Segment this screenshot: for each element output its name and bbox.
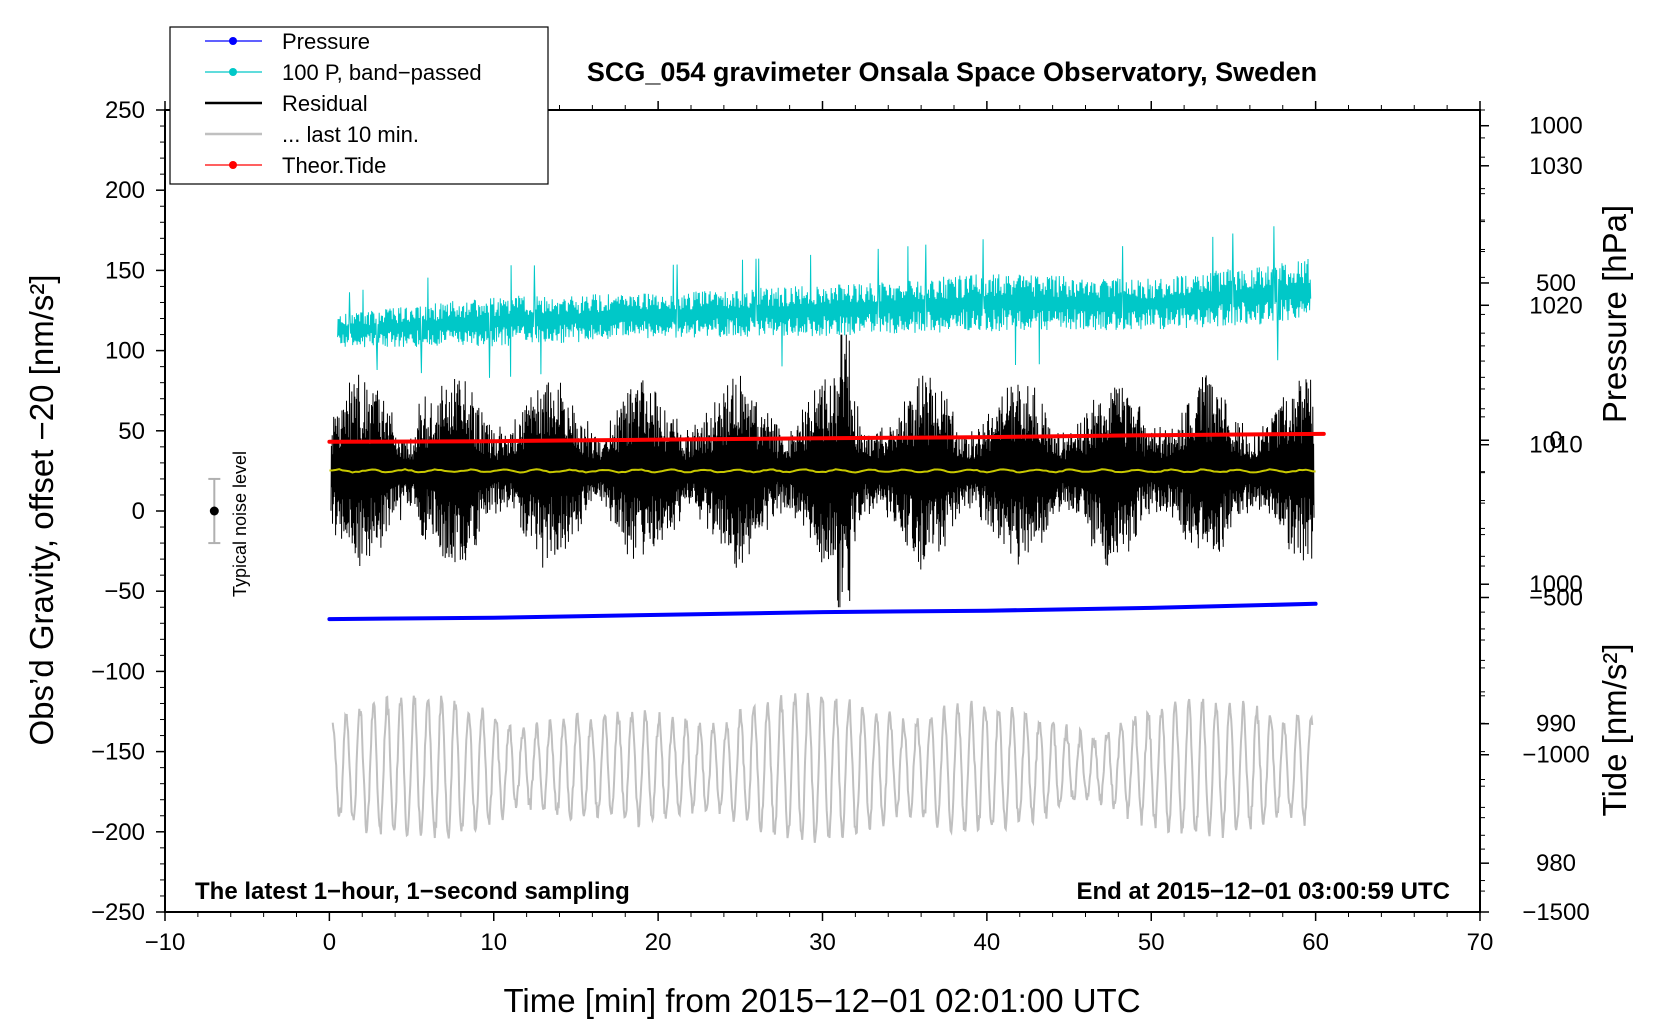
pressure-tick-label: 980 — [1536, 850, 1576, 877]
noise-bar-center-dot — [209, 506, 219, 516]
series-last-10-min — [331, 692, 1314, 843]
x-tick-label: 10 — [480, 929, 507, 956]
pressure-tick-label: 990 — [1536, 711, 1576, 738]
noise-level-label: Typical noise level — [230, 451, 250, 597]
y-axis-label-gravity: Obs’d Gravity, offset −20 [nm/s²] — [23, 274, 60, 745]
x-tick-label: 0 — [323, 929, 336, 956]
pressure-tick-label: 1020 — [1529, 292, 1582, 319]
tide-tick-label: 1000 — [1529, 113, 1582, 140]
x-axis-label: Time [min] from 2015−12−01 02:01:00 UTC — [503, 982, 1140, 1019]
y-axis-label-tide: Tide [nm/s²] — [1596, 644, 1633, 817]
x-tick-label: 40 — [974, 929, 1001, 956]
x-tick-label: −10 — [145, 929, 186, 956]
series-residual-mean — [329, 468, 1316, 474]
legend-marker — [229, 37, 237, 45]
y-tick-label: −150 — [91, 739, 145, 766]
series-layer — [327, 226, 1326, 843]
legend-marker — [229, 161, 237, 169]
legend-label: Residual — [282, 91, 368, 116]
tide-tick-label: −500 — [1529, 584, 1583, 611]
y-tick-label: 250 — [105, 97, 145, 124]
end-time-note: End at 2015−12−01 03:00:59 UTC — [1076, 878, 1450, 905]
series-theoretical-tide — [327, 431, 1326, 444]
y-tick-label: 150 — [105, 257, 145, 284]
series-pressure — [327, 601, 1318, 622]
y-tick-label: 0 — [132, 498, 145, 525]
chart-title: SCG_054 gravimeter Onsala Space Observat… — [587, 57, 1317, 87]
sampling-note: The latest 1−hour, 1−second sampling — [195, 878, 630, 905]
y-tick-label: −250 — [91, 899, 145, 926]
x-tick-label: 70 — [1467, 929, 1494, 956]
series-band-passed-pressure — [337, 226, 1312, 378]
tide-tick-label: −1500 — [1522, 899, 1589, 926]
legend-label: ... last 10 min. — [282, 122, 419, 147]
legend-label: Pressure — [282, 29, 370, 54]
legend-marker — [229, 68, 237, 76]
legend-label: 100 P, band−passed — [282, 60, 482, 85]
y-tick-label: −100 — [91, 658, 145, 685]
y-tick-label: −200 — [91, 819, 145, 846]
noise-level-indicator: Typical noise level — [208, 451, 250, 597]
pressure-tick-label: 1000 — [1529, 571, 1582, 598]
y-tick-label: −50 — [104, 578, 145, 605]
x-tick-label: 30 — [809, 929, 836, 956]
y-tick-label: 50 — [118, 418, 145, 445]
x-tick-label: 20 — [645, 929, 672, 956]
x-tick-label: 60 — [1302, 929, 1329, 956]
y-tick-label: 200 — [105, 177, 145, 204]
ticks-layer: −10 0 10 20 30 40 50 60 70250200150100500−50−100… — [91, 97, 1590, 956]
y-tick-label: 100 — [105, 338, 145, 365]
pressure-tick-label: 1010 — [1529, 432, 1582, 459]
y-axis-label-pressure: Pressure [hPa] — [1596, 205, 1633, 423]
legend: Pressure 100 P, band−passed Residual ... la… — [169, 26, 549, 185]
tide-tick-label: 500 — [1536, 270, 1576, 297]
legend-label: Theor.Tide — [282, 153, 386, 178]
x-tick-label: 50 — [1138, 929, 1165, 956]
tide-tick-label: −1000 — [1522, 742, 1589, 769]
tide-tick-label: 0 — [1549, 427, 1562, 454]
legend-box — [169, 26, 549, 185]
pressure-tick-label: 1030 — [1529, 153, 1582, 180]
